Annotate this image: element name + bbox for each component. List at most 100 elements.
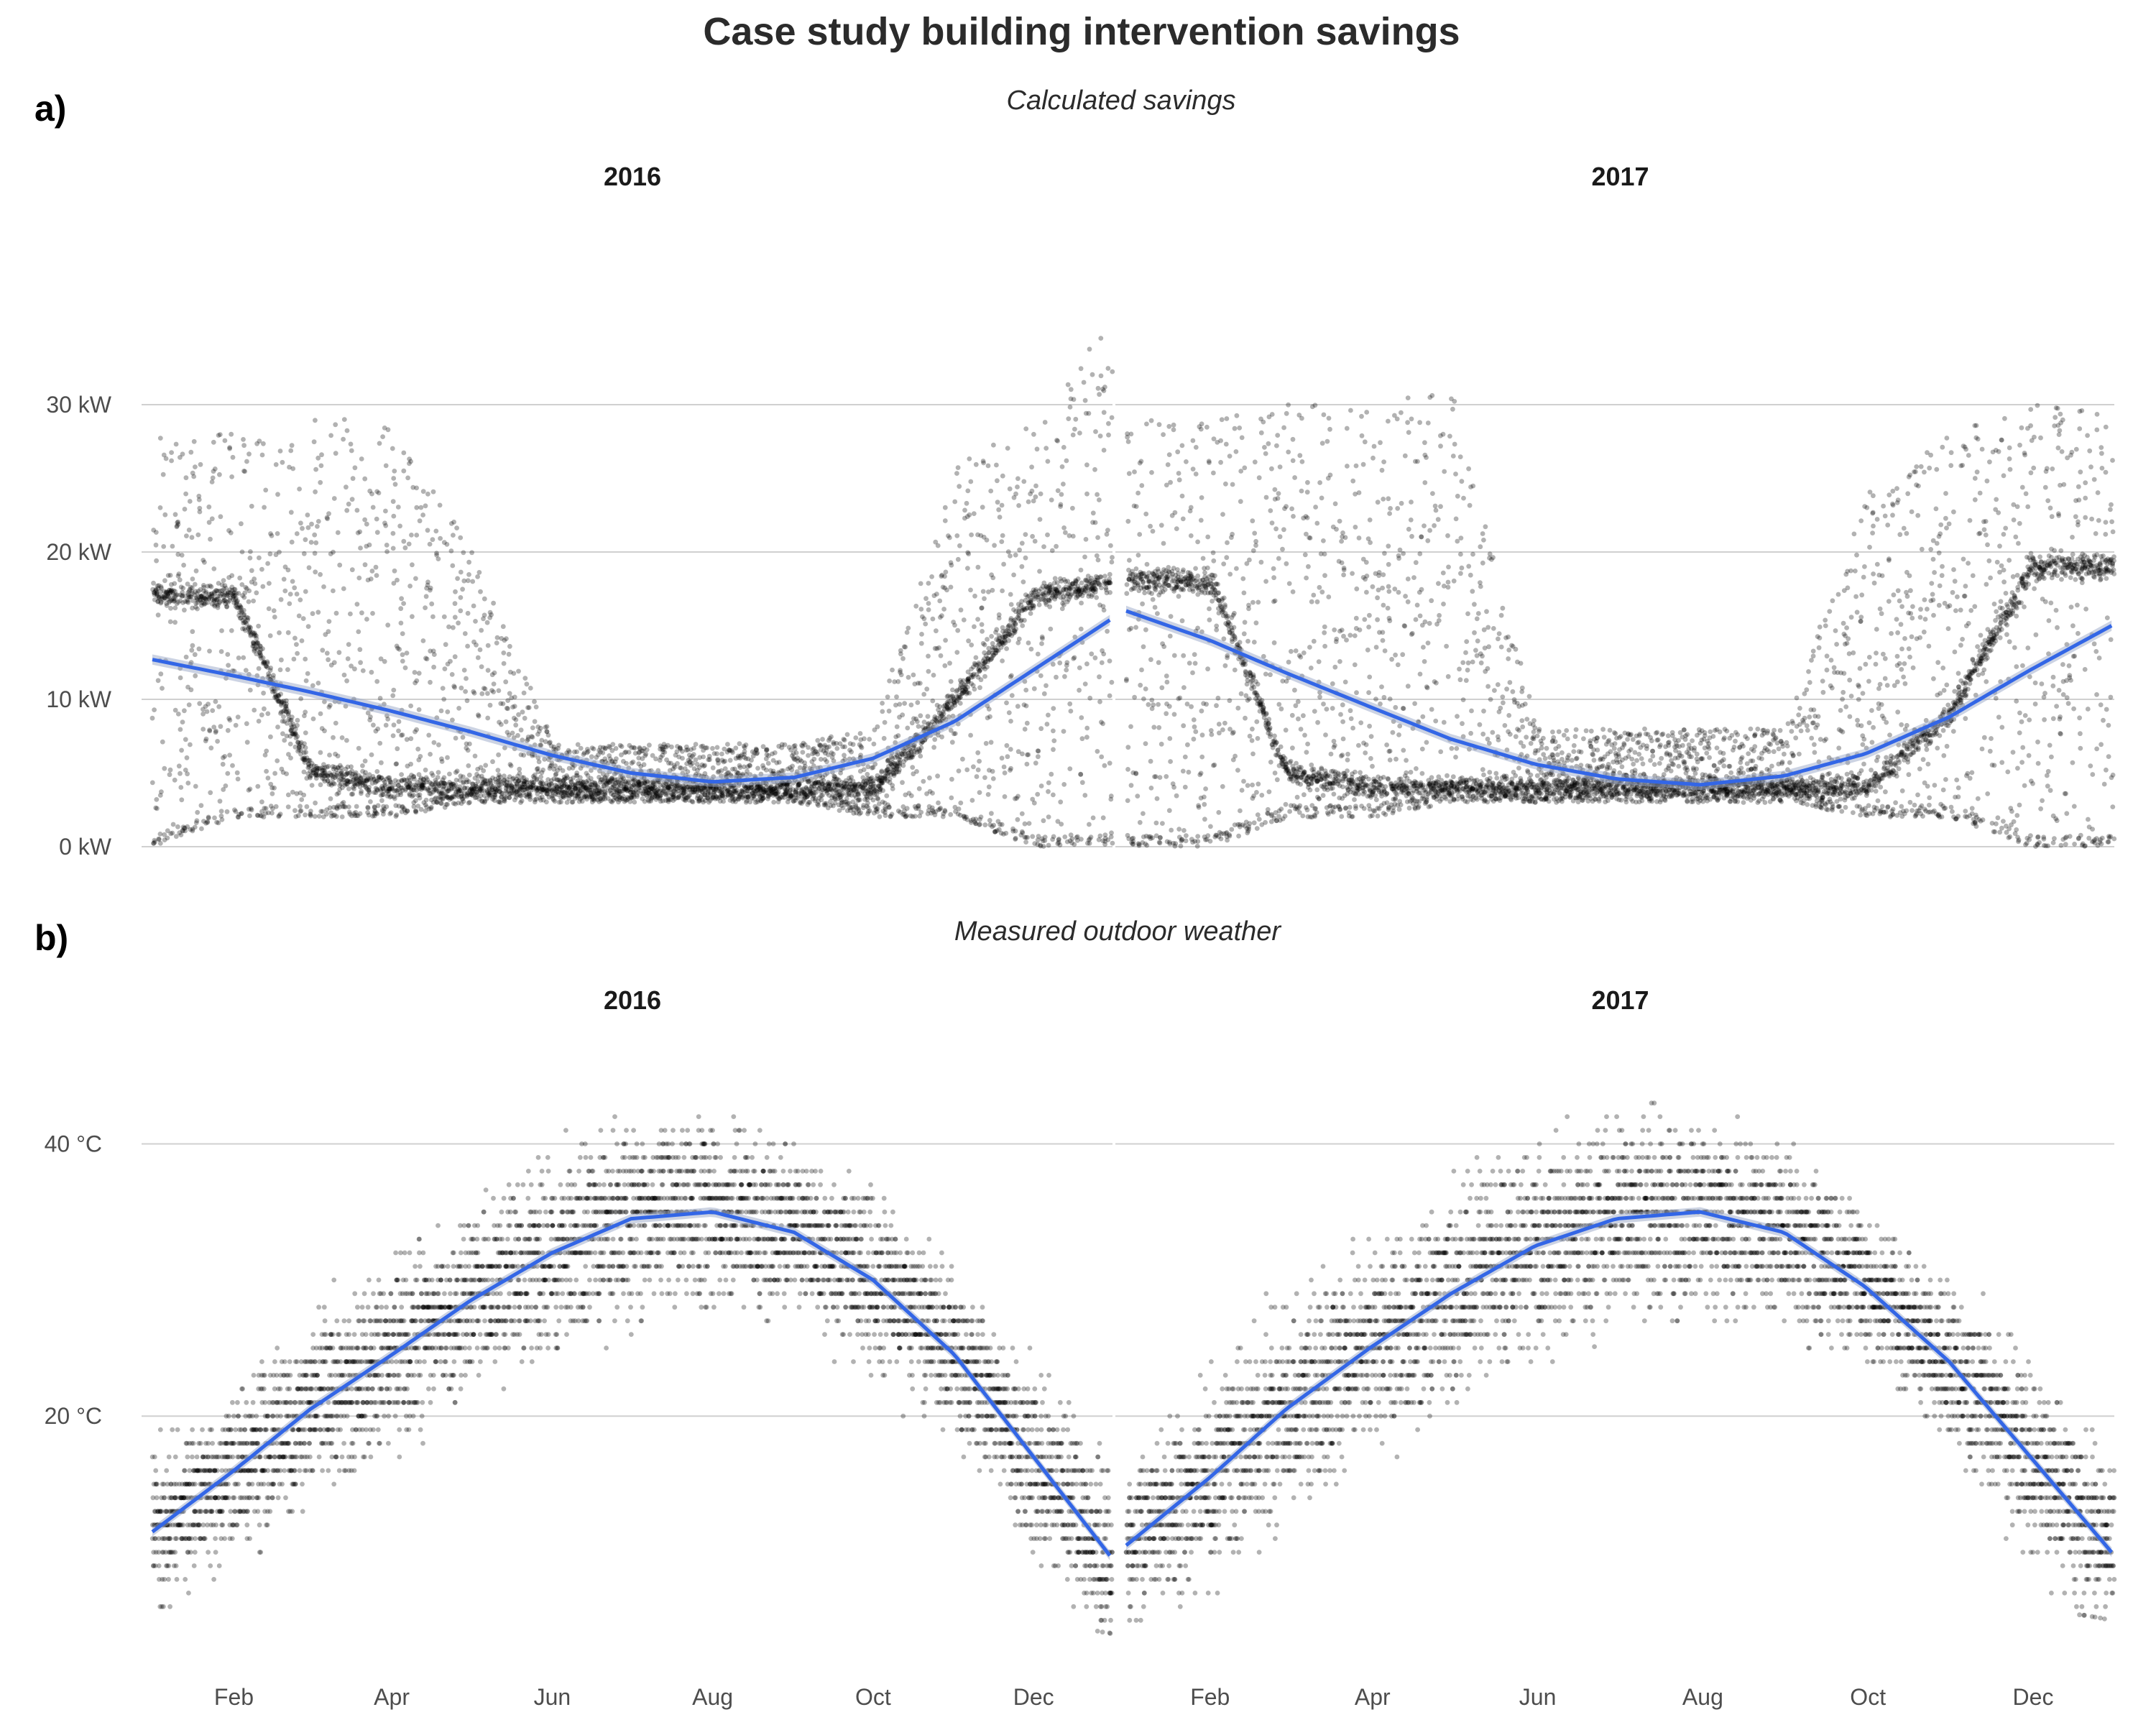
- data-point: [155, 592, 160, 597]
- data-point: [213, 730, 218, 735]
- data-point: [313, 466, 318, 472]
- data-point: [290, 579, 295, 584]
- data-point: [268, 804, 274, 809]
- data-point: [949, 740, 955, 745]
- data-point: [954, 650, 960, 655]
- data-point: [331, 660, 337, 666]
- data-point: [374, 573, 379, 578]
- data-point: [282, 588, 288, 594]
- data-point: [545, 732, 551, 738]
- data-point: [747, 763, 752, 768]
- data-point: [453, 770, 459, 775]
- data-point: [165, 835, 170, 841]
- data-point: [183, 768, 188, 773]
- data-point: [171, 598, 177, 603]
- data-point: [448, 548, 454, 553]
- data-point: [450, 563, 456, 569]
- data-point: [259, 799, 264, 805]
- data-point: [152, 707, 157, 712]
- data-point: [211, 469, 216, 474]
- data-point: [270, 810, 275, 816]
- data-point: [930, 616, 936, 622]
- data-point: [155, 583, 160, 589]
- data-point: [391, 722, 397, 728]
- data-point: [1023, 426, 1029, 431]
- data-point: [436, 770, 441, 775]
- data-point: [263, 487, 269, 493]
- data-point: [967, 456, 972, 461]
- data-point: [1068, 832, 1074, 838]
- data-point: [1040, 636, 1045, 641]
- data-point: [390, 693, 396, 699]
- data-point: [180, 828, 185, 833]
- data-point: [395, 746, 400, 752]
- data-point: [844, 732, 850, 737]
- data-point: [277, 630, 282, 635]
- data-point: [819, 797, 824, 803]
- data-point: [501, 661, 507, 666]
- data-point: [913, 814, 918, 819]
- data-point: [1030, 834, 1036, 840]
- data-point: [162, 578, 167, 584]
- data-point: [289, 443, 295, 448]
- data-point: [553, 772, 558, 778]
- data-point: [1054, 543, 1059, 549]
- data-point: [198, 594, 204, 599]
- data-point: [430, 773, 436, 778]
- data-point: [180, 719, 185, 724]
- data-point: [295, 717, 300, 723]
- data-point: [241, 655, 247, 661]
- data-point: [355, 813, 361, 819]
- data-point: [438, 535, 443, 541]
- data-point: [312, 551, 318, 556]
- data-point: [934, 628, 939, 634]
- data-point: [298, 597, 303, 602]
- data-point: [170, 822, 176, 827]
- data-point: [247, 786, 253, 792]
- data-point: [401, 450, 407, 456]
- data-point: [436, 742, 441, 748]
- data-point: [178, 727, 183, 732]
- data-point: [374, 530, 380, 535]
- data-point: [199, 593, 205, 599]
- data-point: [331, 735, 336, 740]
- data-point: [375, 726, 381, 732]
- data-point: [1023, 703, 1029, 709]
- data-point: [935, 543, 941, 548]
- data-point: [485, 691, 490, 696]
- data-point: [172, 589, 178, 594]
- data-point: [507, 691, 512, 696]
- data-point: [241, 607, 247, 613]
- data-point: [358, 546, 363, 551]
- figure-title: Case study building intervention savings: [703, 10, 1460, 53]
- data-point: [418, 806, 424, 812]
- data-point: [1072, 655, 1077, 661]
- data-point: [900, 780, 905, 786]
- data-point: [247, 687, 253, 693]
- data-point: [191, 474, 197, 479]
- data-point: [466, 772, 472, 778]
- data-point: [227, 597, 232, 603]
- data-point: [1079, 837, 1084, 842]
- data-point: [331, 549, 336, 555]
- data-point: [159, 585, 164, 591]
- data-point: [980, 459, 986, 464]
- data-point: [1036, 597, 1041, 603]
- data-point: [430, 537, 436, 543]
- data-point: [333, 422, 338, 428]
- data-point: [313, 489, 318, 494]
- data-point: [158, 600, 164, 606]
- data-point: [167, 599, 172, 605]
- data-point: [180, 594, 185, 599]
- data-point: [295, 813, 301, 819]
- data-point: [466, 763, 471, 768]
- data-point: [417, 795, 423, 801]
- data-point: [373, 564, 379, 570]
- data-point: [350, 476, 356, 482]
- data-point: [978, 814, 984, 819]
- data-point: [172, 605, 178, 611]
- data-point: [636, 779, 642, 785]
- data-point: [449, 672, 455, 677]
- data-point: [400, 631, 405, 636]
- data-point: [276, 694, 282, 699]
